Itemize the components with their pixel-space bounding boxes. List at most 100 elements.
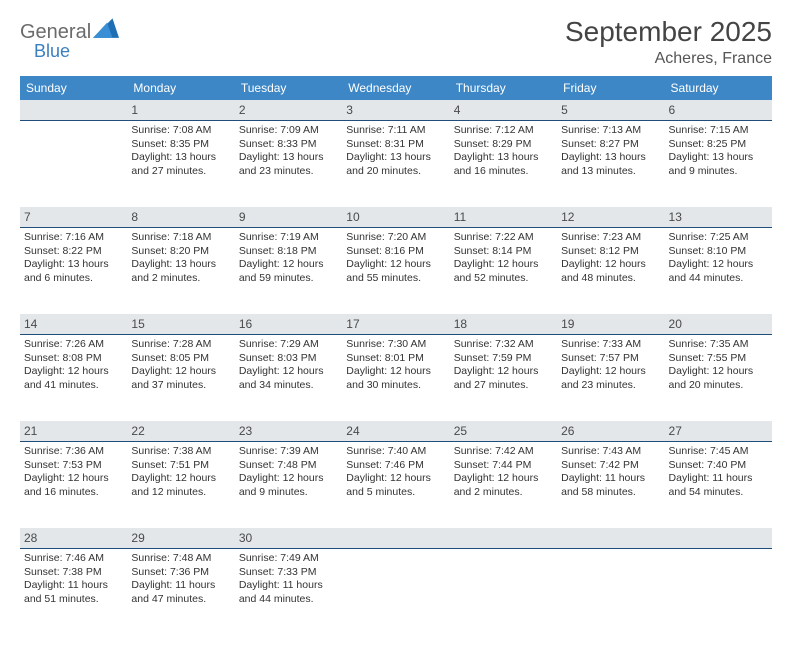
sunset-text: Sunset: 8:14 PM [454,245,553,259]
calendar-cell: Sunrise: 7:16 AMSunset: 8:22 PMDaylight:… [20,228,127,314]
day-number: 12 [557,207,664,227]
calendar-cell: Sunrise: 7:09 AMSunset: 8:33 PMDaylight:… [235,121,342,207]
calendar-cell: Sunrise: 7:33 AMSunset: 7:57 PMDaylight:… [557,335,664,421]
day-number [342,528,449,548]
daynum-row: 78910111213 [20,207,772,228]
sunset-text: Sunset: 7:36 PM [131,566,230,580]
sunrise-text: Sunrise: 7:12 AM [454,124,553,138]
day-number: 24 [342,421,449,441]
calendar-cell: Sunrise: 7:26 AMSunset: 8:08 PMDaylight:… [20,335,127,421]
brand-logo: General Blue [20,16,119,60]
daynum-row: 21222324252627 [20,421,772,442]
sunset-text: Sunset: 7:55 PM [669,352,768,366]
day-number: 9 [235,207,342,227]
day-number [20,100,127,120]
day-number: 7 [20,207,127,227]
day-number: 28 [20,528,127,548]
daylight-text: Daylight: 13 hours and 2 minutes. [131,258,230,285]
daylight-text: Daylight: 12 hours and 59 minutes. [239,258,338,285]
day-number: 3 [342,100,449,120]
sunrise-text: Sunrise: 7:25 AM [669,231,768,245]
sunset-text: Sunset: 7:48 PM [239,459,338,473]
sunset-text: Sunset: 7:33 PM [239,566,338,580]
calendar-cell [557,549,664,635]
sunset-text: Sunset: 8:05 PM [131,352,230,366]
calendar-cell [450,549,557,635]
calendar-cell: Sunrise: 7:19 AMSunset: 8:18 PMDaylight:… [235,228,342,314]
sunrise-text: Sunrise: 7:38 AM [131,445,230,459]
daylight-text: Daylight: 13 hours and 27 minutes. [131,151,230,178]
sunset-text: Sunset: 8:20 PM [131,245,230,259]
sunset-text: Sunset: 8:12 PM [561,245,660,259]
calendar-cell: Sunrise: 7:15 AMSunset: 8:25 PMDaylight:… [665,121,772,207]
day-number: 18 [450,314,557,334]
sunrise-text: Sunrise: 7:45 AM [669,445,768,459]
sunset-text: Sunset: 8:03 PM [239,352,338,366]
daylight-text: Daylight: 12 hours and 12 minutes. [131,472,230,499]
sunrise-text: Sunrise: 7:16 AM [24,231,123,245]
sunrise-text: Sunrise: 7:42 AM [454,445,553,459]
daylight-text: Daylight: 12 hours and 37 minutes. [131,365,230,392]
dow-sunday: Sunday [20,76,127,100]
daylight-text: Daylight: 12 hours and 20 minutes. [669,365,768,392]
calendar-cell: Sunrise: 7:49 AMSunset: 7:33 PMDaylight:… [235,549,342,635]
dow-saturday: Saturday [665,76,772,100]
day-number: 22 [127,421,234,441]
sunset-text: Sunset: 7:44 PM [454,459,553,473]
sunset-text: Sunset: 8:25 PM [669,138,768,152]
week-row: Sunrise: 7:46 AMSunset: 7:38 PMDaylight:… [20,549,772,635]
sunset-text: Sunset: 8:18 PM [239,245,338,259]
triangle-icon [93,16,119,38]
sunrise-text: Sunrise: 7:36 AM [24,445,123,459]
dow-tuesday: Tuesday [235,76,342,100]
daylight-text: Daylight: 12 hours and 9 minutes. [239,472,338,499]
sunrise-text: Sunrise: 7:15 AM [669,124,768,138]
calendar-cell: Sunrise: 7:35 AMSunset: 7:55 PMDaylight:… [665,335,772,421]
calendar-cell: Sunrise: 7:36 AMSunset: 7:53 PMDaylight:… [20,442,127,528]
sunset-text: Sunset: 7:46 PM [346,459,445,473]
sunrise-text: Sunrise: 7:40 AM [346,445,445,459]
day-number: 8 [127,207,234,227]
sunrise-text: Sunrise: 7:33 AM [561,338,660,352]
calendar-grid: SundayMondayTuesdayWednesdayThursdayFrid… [20,76,772,635]
day-number: 14 [20,314,127,334]
day-number: 4 [450,100,557,120]
daylight-text: Daylight: 12 hours and 41 minutes. [24,365,123,392]
day-number: 29 [127,528,234,548]
sunrise-text: Sunrise: 7:19 AM [239,231,338,245]
sunset-text: Sunset: 7:51 PM [131,459,230,473]
day-number: 26 [557,421,664,441]
calendar-cell: Sunrise: 7:25 AMSunset: 8:10 PMDaylight:… [665,228,772,314]
calendar-cell: Sunrise: 7:38 AMSunset: 7:51 PMDaylight:… [127,442,234,528]
location-label: Acheres, France [565,50,772,68]
brand-word-1: General [20,21,91,43]
day-number: 20 [665,314,772,334]
calendar-cell: Sunrise: 7:12 AMSunset: 8:29 PMDaylight:… [450,121,557,207]
calendar-cell: Sunrise: 7:32 AMSunset: 7:59 PMDaylight:… [450,335,557,421]
dow-thursday: Thursday [450,76,557,100]
sunset-text: Sunset: 8:01 PM [346,352,445,366]
daylight-text: Daylight: 11 hours and 47 minutes. [131,579,230,606]
day-number: 21 [20,421,127,441]
calendar-cell [342,549,449,635]
day-number: 19 [557,314,664,334]
month-title: September 2025 [565,16,772,48]
calendar-cell: Sunrise: 7:45 AMSunset: 7:40 PMDaylight:… [665,442,772,528]
daylight-text: Daylight: 12 hours and 34 minutes. [239,365,338,392]
sunset-text: Sunset: 7:42 PM [561,459,660,473]
sunset-text: Sunset: 7:40 PM [669,459,768,473]
header-row: General Blue September 2025 Acheres, Fra… [20,16,772,68]
day-number: 2 [235,100,342,120]
daylight-text: Daylight: 12 hours and 30 minutes. [346,365,445,392]
week-row: Sunrise: 7:36 AMSunset: 7:53 PMDaylight:… [20,442,772,528]
daylight-text: Daylight: 12 hours and 5 minutes. [346,472,445,499]
calendar-cell: Sunrise: 7:48 AMSunset: 7:36 PMDaylight:… [127,549,234,635]
daylight-text: Daylight: 13 hours and 20 minutes. [346,151,445,178]
calendar-cell: Sunrise: 7:29 AMSunset: 8:03 PMDaylight:… [235,335,342,421]
calendar-cell: Sunrise: 7:28 AMSunset: 8:05 PMDaylight:… [127,335,234,421]
calendar-cell: Sunrise: 7:42 AMSunset: 7:44 PMDaylight:… [450,442,557,528]
day-number: 1 [127,100,234,120]
sunrise-text: Sunrise: 7:39 AM [239,445,338,459]
sunrise-text: Sunrise: 7:28 AM [131,338,230,352]
brand-text: General Blue [20,16,119,60]
